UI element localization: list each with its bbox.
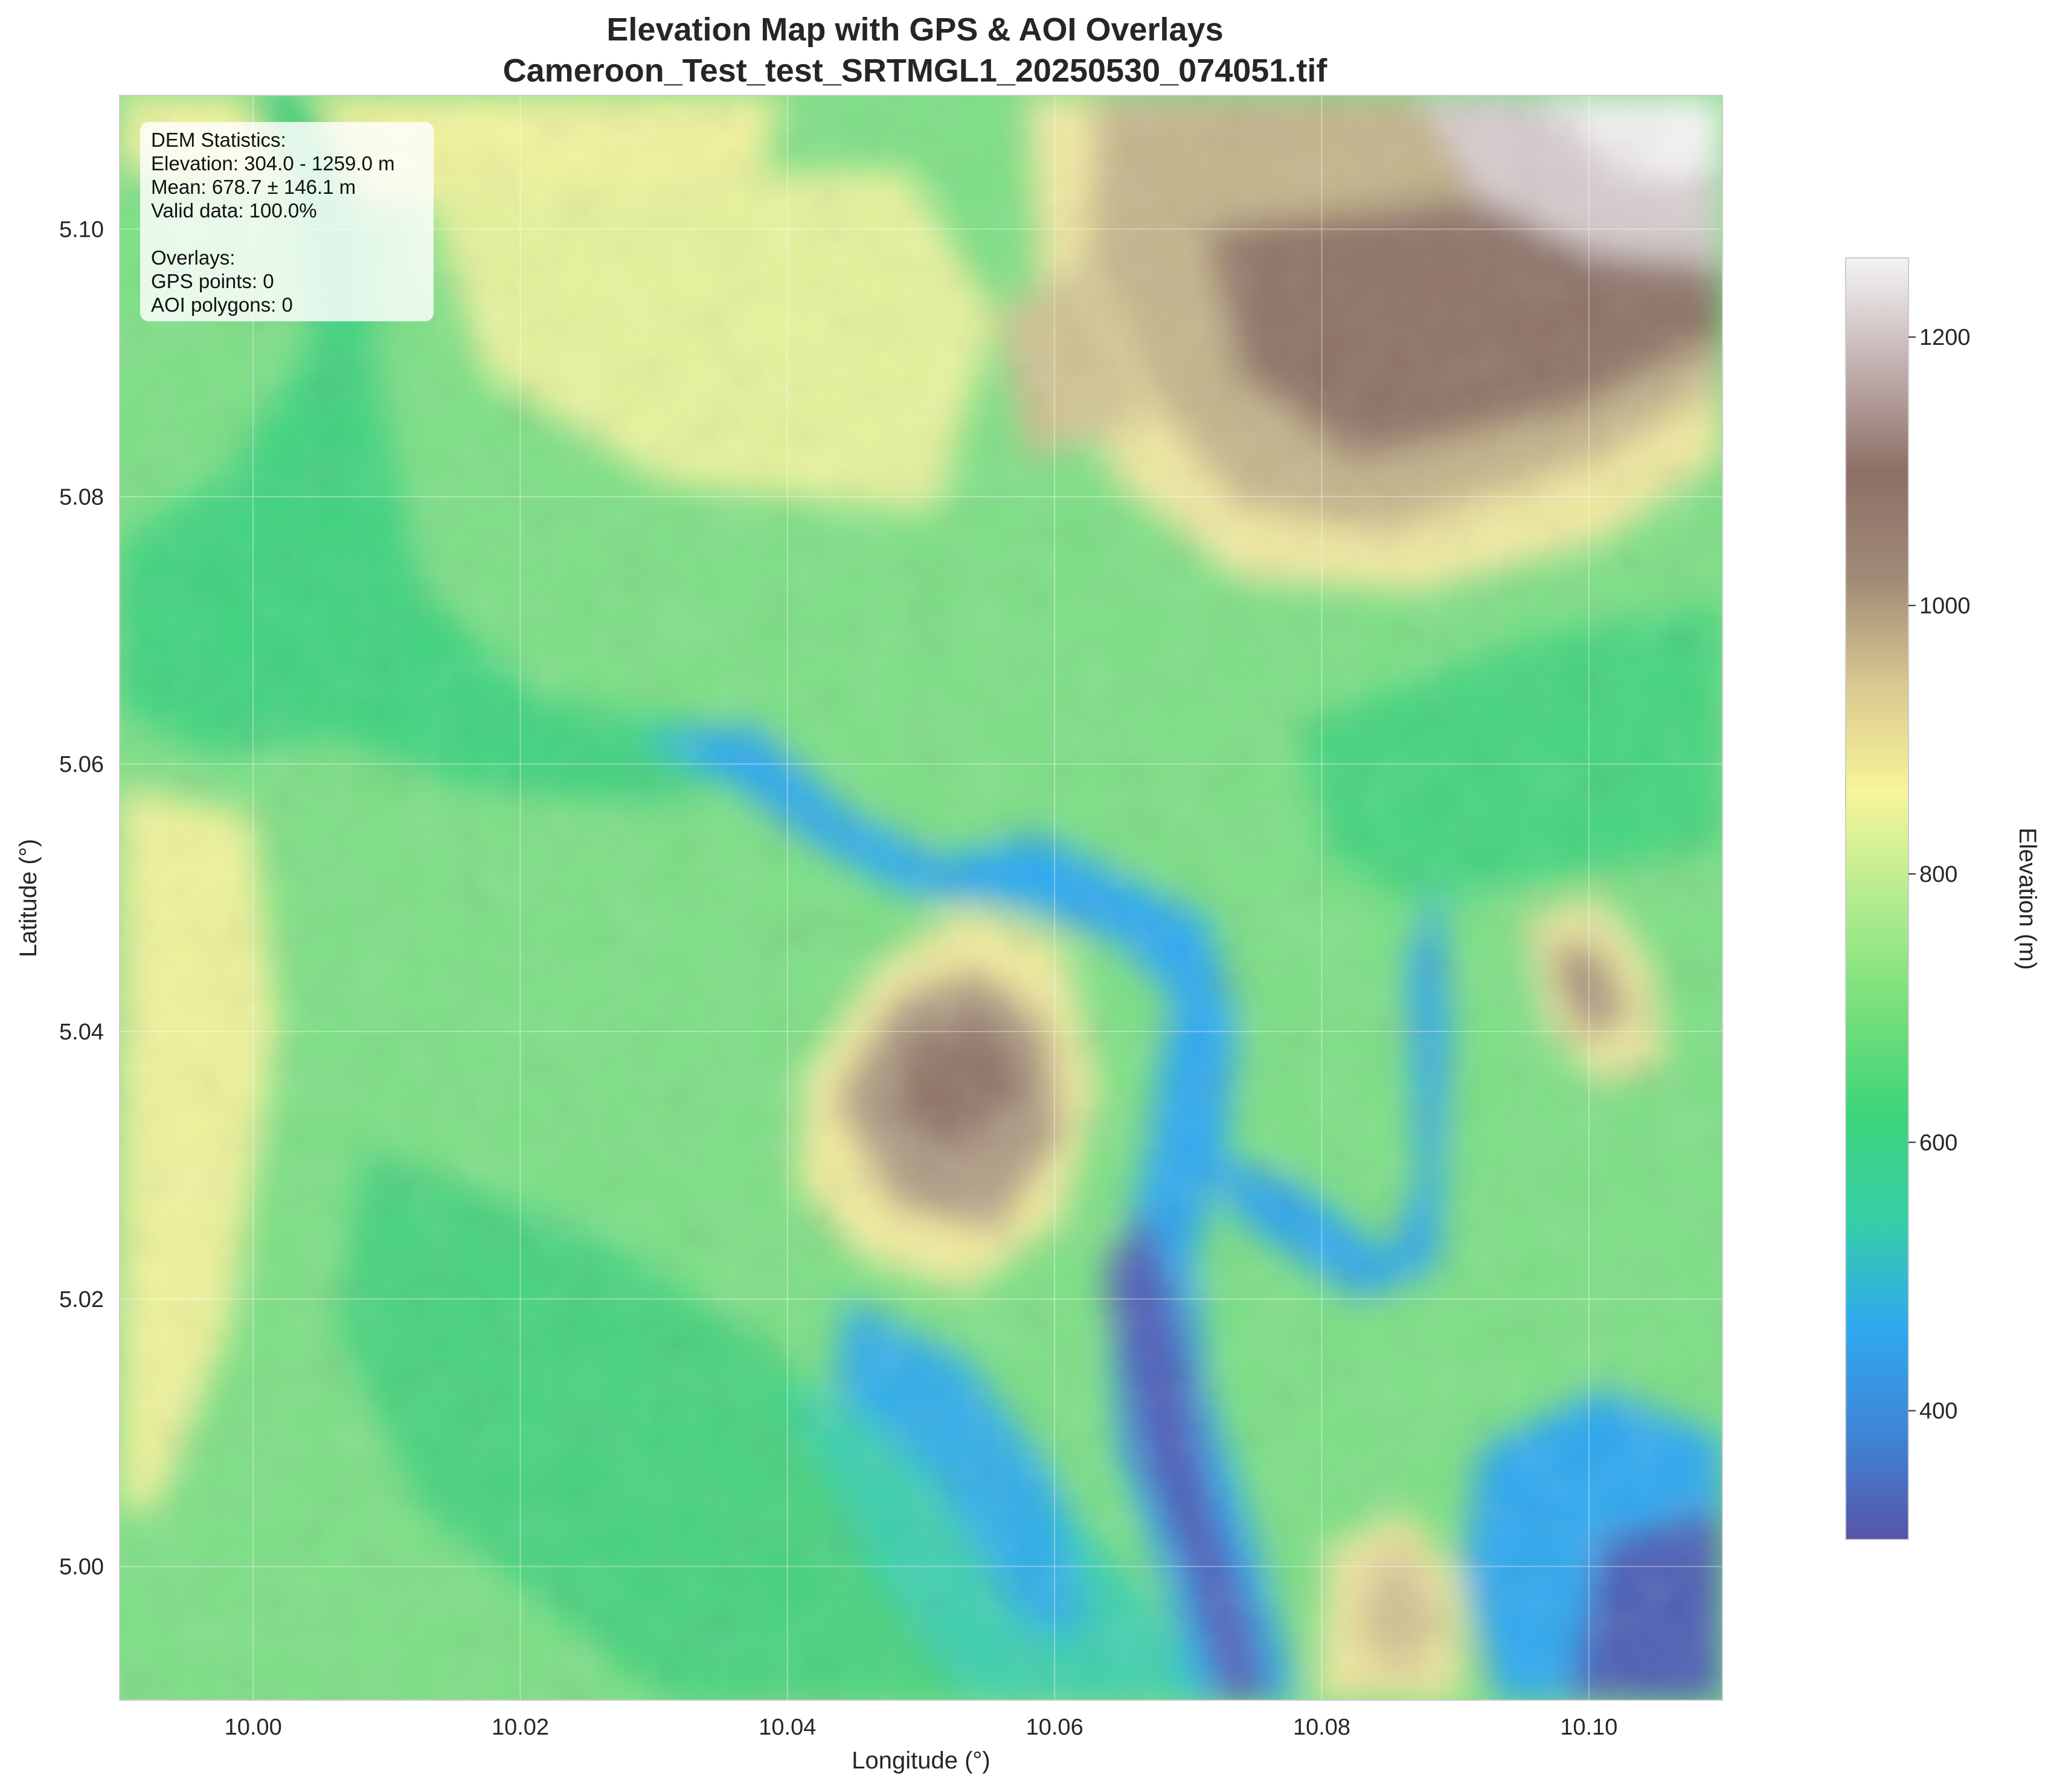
terrain-texture [120,95,1722,1700]
colorbar-tick-label: 400 [1919,1399,1957,1424]
stats-line: Mean: 678.7 ± 146.1 m [151,176,356,198]
y-tick-label: 5.04 [59,1020,104,1045]
stats-line: AOI polygons: 0 [151,294,293,316]
chart-title-line1: Elevation Map with GPS & AOI Overlays [606,11,1224,48]
stats-line: DEM Statistics: [151,129,286,151]
y-axis-ticks: 5.00 5.02 5.04 5.06 5.08 5.10 [59,217,104,1579]
stats-line [151,222,423,246]
y-tick-label: 5.00 [59,1555,104,1580]
plot-area [119,95,1723,1701]
stats-line: Overlays: [151,246,236,269]
colorbar-tick-label: 800 [1919,862,1957,887]
colorbar-ticks: 400 600 800 1000 1200 [1908,325,1971,1424]
y-tick-label: 5.08 [59,484,104,510]
x-axis-label: Longitude (°) [852,1747,990,1774]
x-tick-label: 10.04 [759,1715,816,1740]
colorbar: 400 600 800 1000 1200 Elevation (m) [1845,257,2041,1540]
stats-line: GPS points: 0 [151,270,274,292]
x-axis-ticks: 10.00 10.02 10.04 10.06 10.08 10.10 [225,1715,1618,1740]
colorbar-label: Elevation (m) [2014,827,2041,970]
x-tick-label: 10.02 [492,1715,549,1740]
colorbar-tick-label: 1000 [1919,593,1971,618]
y-tick-label: 5.10 [59,217,104,242]
y-axis-label: Latitude (°) [15,839,42,957]
y-tick-label: 5.02 [59,1287,104,1312]
x-tick-label: 10.10 [1560,1715,1617,1740]
colorbar-tick-label: 600 [1919,1130,1957,1155]
chart-title-line2: Cameroon_Test_test_SRTMGL1_20250530_0740… [502,53,1327,89]
stats-line: Valid data: 100.0% [151,199,317,222]
axes-frame [119,95,1723,1701]
x-tick-label: 10.06 [1026,1715,1083,1740]
x-tick-label: 10.00 [225,1715,282,1740]
y-tick-label: 5.06 [59,752,104,777]
stats-line: Elevation: 304.0 - 1259.0 m [151,152,395,175]
x-tick-label: 10.08 [1293,1715,1350,1740]
colorbar-gradient [1845,257,1909,1540]
dem-statistics-box: DEM Statistics: Elevation: 304.0 - 1259.0… [140,122,434,321]
colorbar-tick-label: 1200 [1919,325,1971,350]
